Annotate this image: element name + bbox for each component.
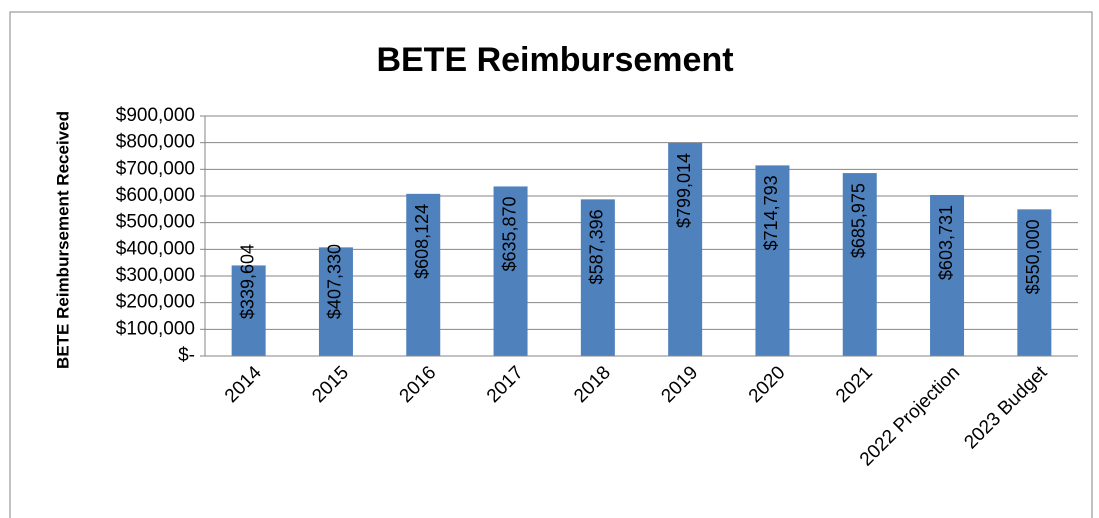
- bar: [842, 173, 877, 356]
- y-tick-label: $600,000: [116, 185, 195, 206]
- chart-title: BETE Reimbursement: [376, 41, 733, 79]
- bar: [580, 199, 615, 356]
- y-axis-label: BETE Reimbursement Received: [53, 111, 72, 369]
- value-label: $714,793: [761, 175, 781, 250]
- x-tick-label: 2017: [483, 362, 528, 407]
- y-tick-label: $800,000: [116, 132, 195, 153]
- x-tick-label: 2016: [396, 362, 441, 407]
- value-label: $407,330: [325, 244, 345, 319]
- x-tick-label: 2018: [570, 362, 615, 407]
- chart-border: [9, 11, 1093, 518]
- bar: [930, 195, 965, 356]
- x-tick-label: 2023 Budget: [960, 362, 1052, 454]
- y-tick-label: $900,000: [116, 105, 195, 126]
- bar: [318, 247, 353, 356]
- bar: [755, 165, 790, 356]
- x-tick-label: 2015: [308, 362, 353, 407]
- value-label: $608,124: [412, 204, 432, 279]
- x-tick-label: 2014: [221, 362, 266, 407]
- bar: [668, 142, 703, 356]
- x-tick-label: 2020: [745, 362, 790, 407]
- bar: [493, 186, 528, 356]
- y-tick-label: $200,000: [116, 292, 195, 313]
- y-tick-label: $300,000: [116, 265, 195, 286]
- y-tick-label: $700,000: [116, 158, 195, 179]
- value-label: $603,731: [936, 205, 956, 280]
- x-tick-label: 2019: [657, 362, 702, 407]
- value-label: $550,000: [1023, 219, 1043, 294]
- value-label: $799,014: [674, 153, 694, 228]
- bar: [1017, 209, 1052, 356]
- y-tick-label: $-: [178, 345, 195, 366]
- y-tick-label: $100,000: [116, 318, 195, 339]
- value-label: $339,604: [237, 244, 257, 319]
- value-label: $635,870: [499, 196, 519, 271]
- y-tick-label: $500,000: [116, 212, 195, 233]
- value-label: $587,396: [587, 209, 607, 284]
- y-tick-label: $400,000: [116, 238, 195, 259]
- x-tick-label: 2021: [832, 362, 877, 407]
- bar: [406, 193, 441, 356]
- value-label: $685,975: [849, 183, 869, 258]
- bar: [231, 265, 266, 356]
